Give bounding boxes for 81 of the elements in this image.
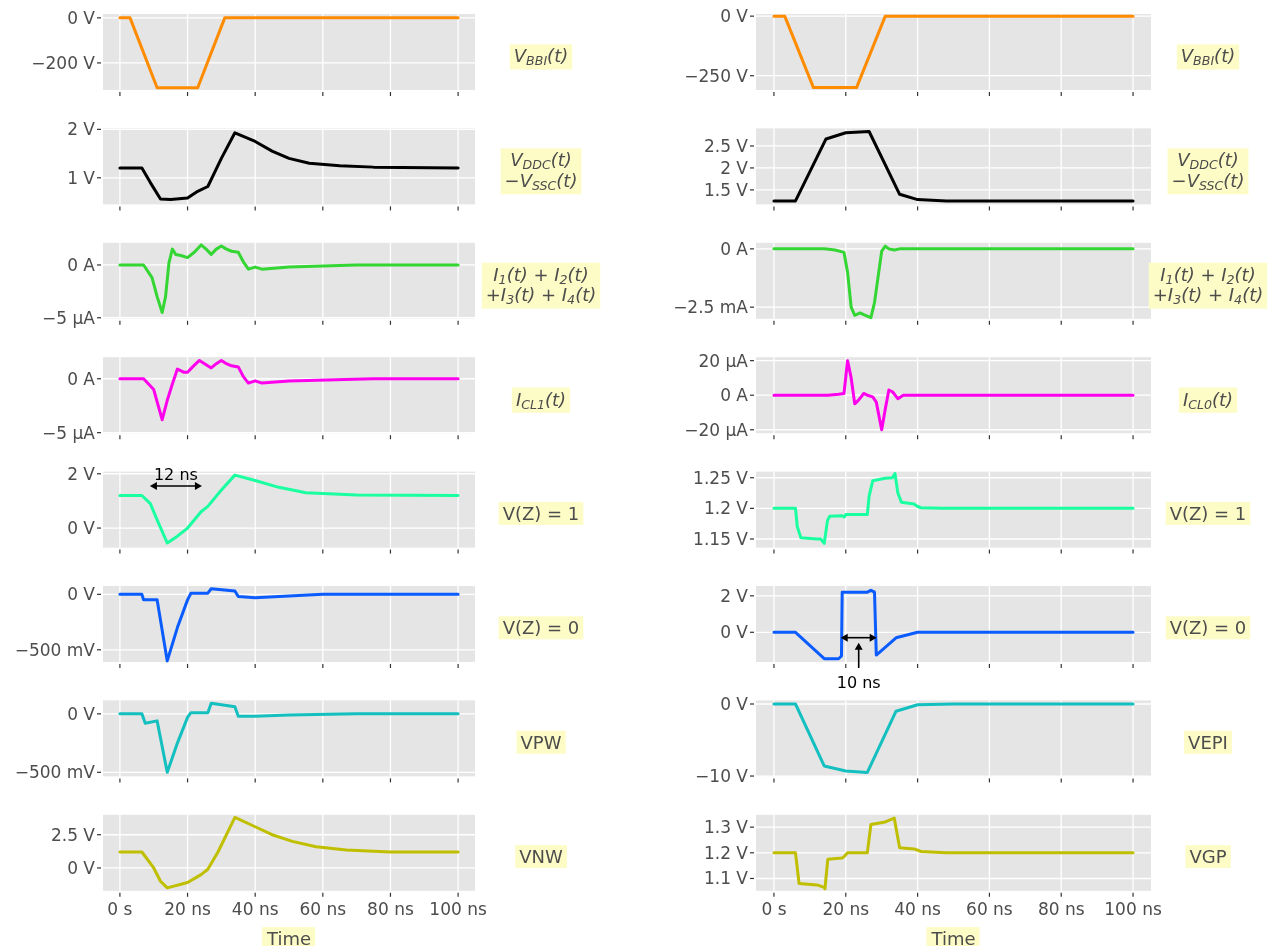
y-axis-title: V$_{DDC}$(t) −V$_{SSC}$(t) [1171, 149, 1245, 194]
y-axis-title: VGP [1189, 846, 1227, 868]
y-tick-label: −250 V [684, 65, 749, 86]
y-axis-title: V(Z) = 0 [1169, 617, 1247, 639]
line-series [772, 588, 1135, 661]
y-tick-label: 0 A [67, 368, 96, 389]
annotation: 12 ns [153, 465, 198, 485]
y-tick-label: −200 V [31, 52, 96, 73]
y-tick-label: 1.3 V [703, 817, 749, 838]
y-tick-label: 0 V [720, 6, 749, 27]
y-axis-title: V(Z) = 0 [502, 617, 580, 639]
line-series [772, 359, 1135, 432]
line-series [772, 816, 1135, 891]
y-tick-label: 1.2 V [703, 842, 749, 863]
x-tick-label: 60 ns [299, 898, 347, 919]
x-tick-label: 20 ns [822, 898, 870, 919]
line-series [772, 129, 1135, 203]
y-axis-title: I$_{CL0}$(t) [1182, 388, 1234, 412]
x-axis-title: Time [265, 928, 312, 946]
y-tick-label: 2.5 V [703, 135, 749, 156]
y-tick-label: 2 V [720, 585, 749, 606]
text: I$_{1}$(t) + I$_{2}$(t) +I$_{3}$(t) + I$_{4}$(t) [485, 263, 597, 308]
x-tick-label: 0 s [761, 898, 787, 919]
y-axis-title: V$_{DDC}$(t) −V$_{SSC}$(t) [504, 149, 578, 194]
y-tick-label: 2 V [67, 119, 96, 140]
x-tick-label: 100 ns [1104, 898, 1162, 919]
x-tick-label: 40 ns [231, 898, 279, 919]
y-tick-label: −500 mV [14, 762, 96, 783]
y-tick-label: 0 V [720, 694, 749, 714]
y-tick-label: 2 V [720, 157, 749, 178]
text: I$_{1}$(t) + I$_{2}$(t) +I$_{3}$(t) + I$_{4}$(t) [1152, 263, 1264, 308]
y-tick-label: 0 A [720, 238, 749, 259]
y-tick-label: 0 V [67, 703, 96, 724]
line-series [118, 243, 460, 314]
x-tick-label: 40 ns [894, 898, 942, 919]
line-series [772, 244, 1135, 320]
x-tick-label: 100 ns [429, 898, 487, 919]
y-tick-label: −2.5 mA [673, 297, 749, 318]
line-series [118, 587, 460, 663]
line-series [118, 131, 460, 202]
y-tick-label: 0 V [67, 518, 96, 539]
y-tick-label: 2 V [67, 463, 96, 484]
y-tick-label: 1 V [67, 167, 96, 188]
y-axis-title: V$_{BBI}$(t) [513, 45, 569, 69]
x-tick-label: 20 ns [164, 898, 212, 919]
x-axis-title: Time [930, 928, 976, 946]
y-tick-label: −5 µA [42, 422, 96, 443]
x-tick-label: 80 ns [367, 898, 414, 919]
y-tick-label: −10 V [695, 766, 749, 787]
y-tick-label: −500 mV [14, 639, 96, 660]
line-series [118, 701, 460, 774]
y-axis-title: V(Z) = 1 [502, 502, 580, 524]
y-axis-title: V$_{BBI}$(t) [1180, 45, 1236, 69]
y-axis-title: I$_{CL1}$(t) [515, 388, 567, 412]
y-tick-label: 0 A [67, 254, 96, 275]
y-tick-label: −20 µA [684, 419, 749, 440]
line-series [118, 815, 460, 890]
line-series [772, 471, 1135, 545]
line-series [118, 358, 460, 422]
y-tick-label: 2.5 V [50, 824, 96, 845]
x-tick-label: 0 s [107, 898, 133, 919]
y-tick-label: −5 µA [42, 307, 96, 328]
y-tick-label: 1.1 V [703, 868, 749, 889]
y-tick-label: 0 V [67, 584, 96, 605]
y-tick-label: 0 V [67, 857, 96, 878]
y-axis-title: VNW [519, 846, 563, 868]
y-axis-title: VPW [520, 731, 562, 753]
y-tick-label: 0 A [720, 385, 749, 406]
y-axis-title: VEPI [1188, 731, 1228, 753]
y-tick-label: 1.5 V [703, 179, 749, 200]
y-tick-label: 20 µA [698, 350, 749, 371]
y-tick-label: 1.2 V [703, 498, 749, 519]
y-axis-title: V(Z) = 1 [1169, 502, 1247, 524]
line-series [772, 702, 1135, 774]
y-tick-label: 1.15 V [693, 529, 749, 550]
x-tick-label: 80 ns [1037, 898, 1085, 919]
y-tick-label: 0 V [720, 622, 749, 643]
y-tick-label: 1.25 V [693, 467, 749, 488]
y-tick-label: 0 V [67, 7, 96, 28]
x-tick-label: 60 ns [966, 898, 1013, 919]
text: 10 ns [836, 673, 881, 692]
